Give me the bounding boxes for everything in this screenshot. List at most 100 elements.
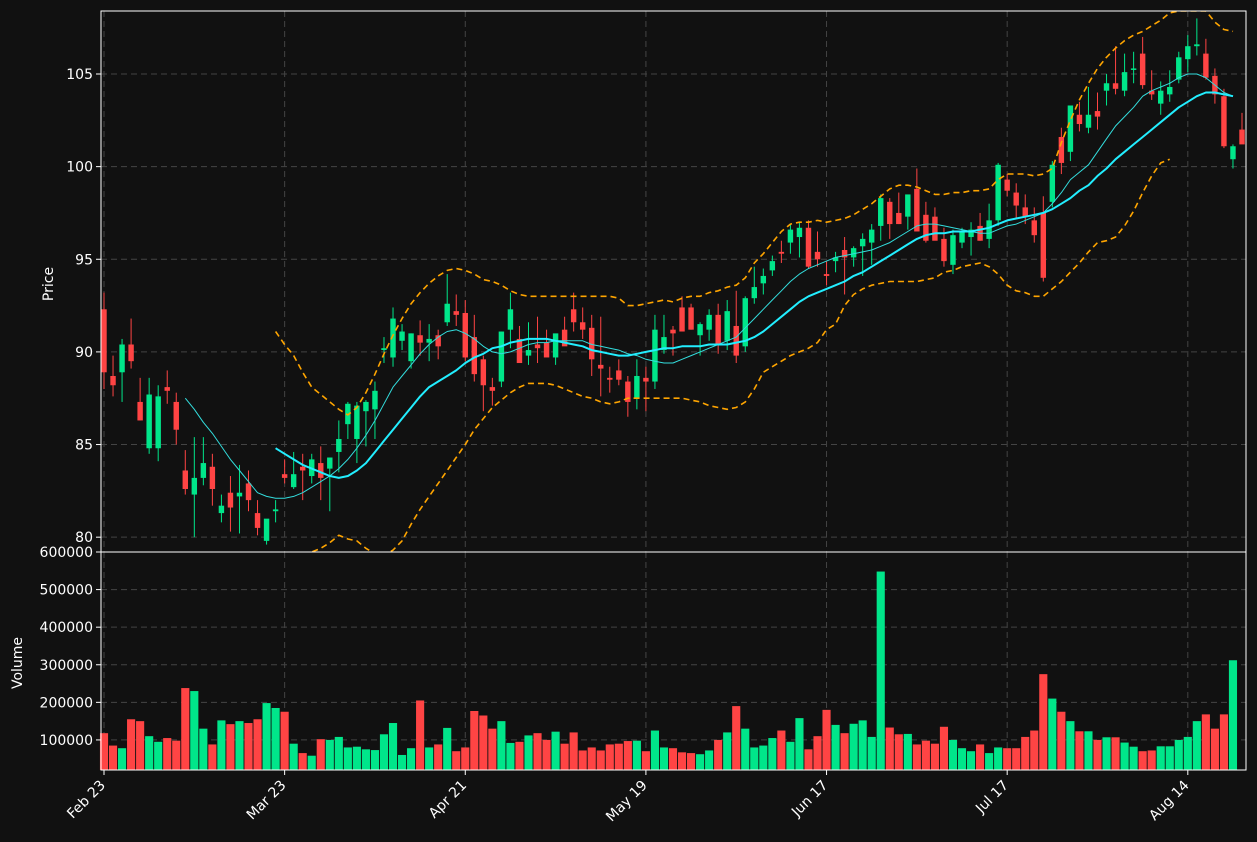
volume-bar	[840, 733, 849, 770]
volume-bar	[145, 736, 154, 770]
candle-body	[561, 329, 568, 347]
candle-body	[110, 375, 116, 386]
volume-bar	[515, 741, 524, 770]
volume-bar	[777, 730, 786, 770]
price-y-axis-ticks: 80 85 90 95 100 105	[66, 67, 101, 546]
volume-bar	[614, 743, 623, 770]
candle-body	[598, 364, 604, 369]
candle-body	[868, 229, 875, 243]
candle-body	[101, 309, 107, 373]
volume-bar	[1030, 730, 1039, 770]
volume-bar	[632, 740, 641, 770]
volume-bars	[99, 571, 1238, 770]
candle-body	[471, 337, 478, 375]
volume-bar	[985, 753, 994, 770]
candle-body	[905, 194, 911, 217]
volume-bar	[723, 732, 732, 770]
candle-body	[1158, 90, 1164, 104]
volume-tick-label: 600000	[40, 545, 93, 561]
candle-body	[1013, 192, 1019, 206]
candle-body	[480, 359, 487, 386]
candle-body	[534, 344, 541, 349]
candle-body	[281, 474, 288, 478]
volume-bar	[1057, 711, 1066, 770]
volume-bar	[108, 745, 118, 770]
volume-tick-label: 300000	[40, 658, 93, 674]
candle-body	[299, 466, 306, 471]
candle-body	[525, 350, 532, 356]
candle-body	[1121, 72, 1128, 91]
volume-bar	[957, 748, 967, 770]
candle-body	[390, 318, 396, 358]
volume-bar	[397, 754, 407, 770]
volume-bar	[894, 734, 903, 770]
candle-body	[914, 188, 920, 232]
candle-body	[724, 311, 730, 341]
price-tick-label: 85	[75, 438, 93, 454]
candle-body	[164, 387, 170, 391]
volume-bar	[1003, 748, 1012, 770]
volume-bar	[461, 747, 470, 770]
volume-bar	[253, 719, 262, 770]
candle-body	[191, 477, 198, 495]
volume-bar	[686, 753, 696, 770]
volume-bar	[1048, 698, 1057, 770]
candle-body	[1230, 146, 1236, 160]
volume-bar	[136, 721, 145, 770]
volume-bar	[199, 728, 208, 770]
volume-bar	[361, 749, 370, 770]
volume-bar	[705, 750, 714, 770]
candle-body	[968, 229, 974, 238]
price-indicator-lines	[184, 11, 1234, 552]
volume-bar	[379, 734, 389, 770]
volume-bar	[289, 743, 298, 770]
candle-body	[1167, 86, 1173, 95]
candle-body	[1112, 83, 1119, 89]
volume-bar	[1084, 731, 1093, 770]
volume-bar	[244, 723, 253, 770]
volume-bar	[1174, 739, 1183, 770]
candle-body	[1031, 220, 1037, 236]
price-tick-label: 105	[66, 67, 93, 83]
candle-body	[1085, 114, 1092, 128]
candle-body	[923, 214, 929, 241]
volume-tick-label: 400000	[40, 620, 93, 636]
candle-body	[841, 250, 848, 258]
volume-bar	[1192, 721, 1201, 770]
candle-body	[607, 377, 613, 380]
volume-bar	[99, 733, 109, 770]
volume-bar	[596, 750, 605, 770]
candle-body	[896, 212, 902, 225]
volume-bar	[786, 741, 795, 770]
candle-body	[263, 518, 270, 541]
volume-panel-frame	[100, 551, 1247, 771]
volume-bar	[804, 749, 813, 770]
volume-bar	[117, 748, 127, 770]
volume-bar	[307, 755, 316, 770]
candle-body	[778, 251, 785, 254]
volume-bar	[370, 750, 380, 770]
volume-bar	[1066, 721, 1075, 770]
volume-bar	[262, 703, 271, 770]
candle-body	[670, 329, 676, 334]
candle-body	[1148, 90, 1155, 95]
candle-body	[1058, 136, 1065, 163]
volume-bar	[181, 688, 190, 770]
volume-bar	[759, 745, 768, 770]
candle-body	[119, 344, 125, 373]
candle-body	[1176, 57, 1182, 80]
candle-body	[832, 257, 839, 262]
candle-body	[751, 287, 757, 299]
volume-bar	[1228, 660, 1238, 770]
candle-body	[236, 492, 243, 497]
candle-body	[769, 261, 776, 271]
price-axis-label: Price	[41, 267, 57, 301]
candle-body	[823, 274, 830, 276]
candle-body	[336, 438, 342, 452]
long-moving-average-line	[275, 91, 1234, 479]
volume-bar	[1147, 750, 1156, 770]
candle-body	[426, 338, 432, 343]
volume-bar	[172, 740, 181, 770]
volume-bar	[605, 744, 614, 770]
candle-body	[589, 327, 595, 360]
